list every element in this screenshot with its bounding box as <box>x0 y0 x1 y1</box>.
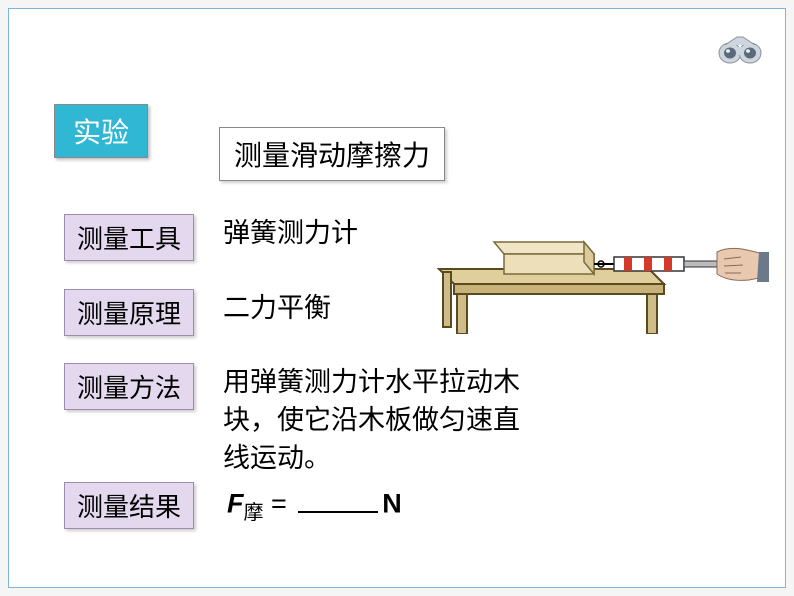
result-var: F <box>227 489 244 519</box>
text-theory: 二力平衡 <box>223 290 331 328</box>
text-result: F摩 = N <box>227 483 402 525</box>
experiment-title: 测量滑动摩擦力 <box>219 127 445 181</box>
label-result: 测量结果 <box>64 482 194 529</box>
binoculars-icon <box>715 29 765 69</box>
label-method: 测量方法 <box>64 363 194 410</box>
blank-line <box>298 483 378 513</box>
slide-frame: 实验 测量滑动摩擦力 测量工具 弹簧测力计 测量原理 二力平衡 测量方法 用弹簧… <box>8 8 786 588</box>
experiment-header: 实验 <box>54 104 148 158</box>
label-theory: 测量原理 <box>64 289 194 336</box>
apparatus-diagram <box>429 224 769 334</box>
label-tool: 测量工具 <box>64 214 194 261</box>
result-sub: 摩 <box>244 502 264 524</box>
text-tool: 弹簧测力计 <box>223 215 358 253</box>
result-eq: = <box>264 489 295 519</box>
text-method: 用弹簧测力计水平拉动木块，使它沿木板做匀速直线运动。 <box>223 364 533 477</box>
result-unit: N <box>382 489 402 519</box>
